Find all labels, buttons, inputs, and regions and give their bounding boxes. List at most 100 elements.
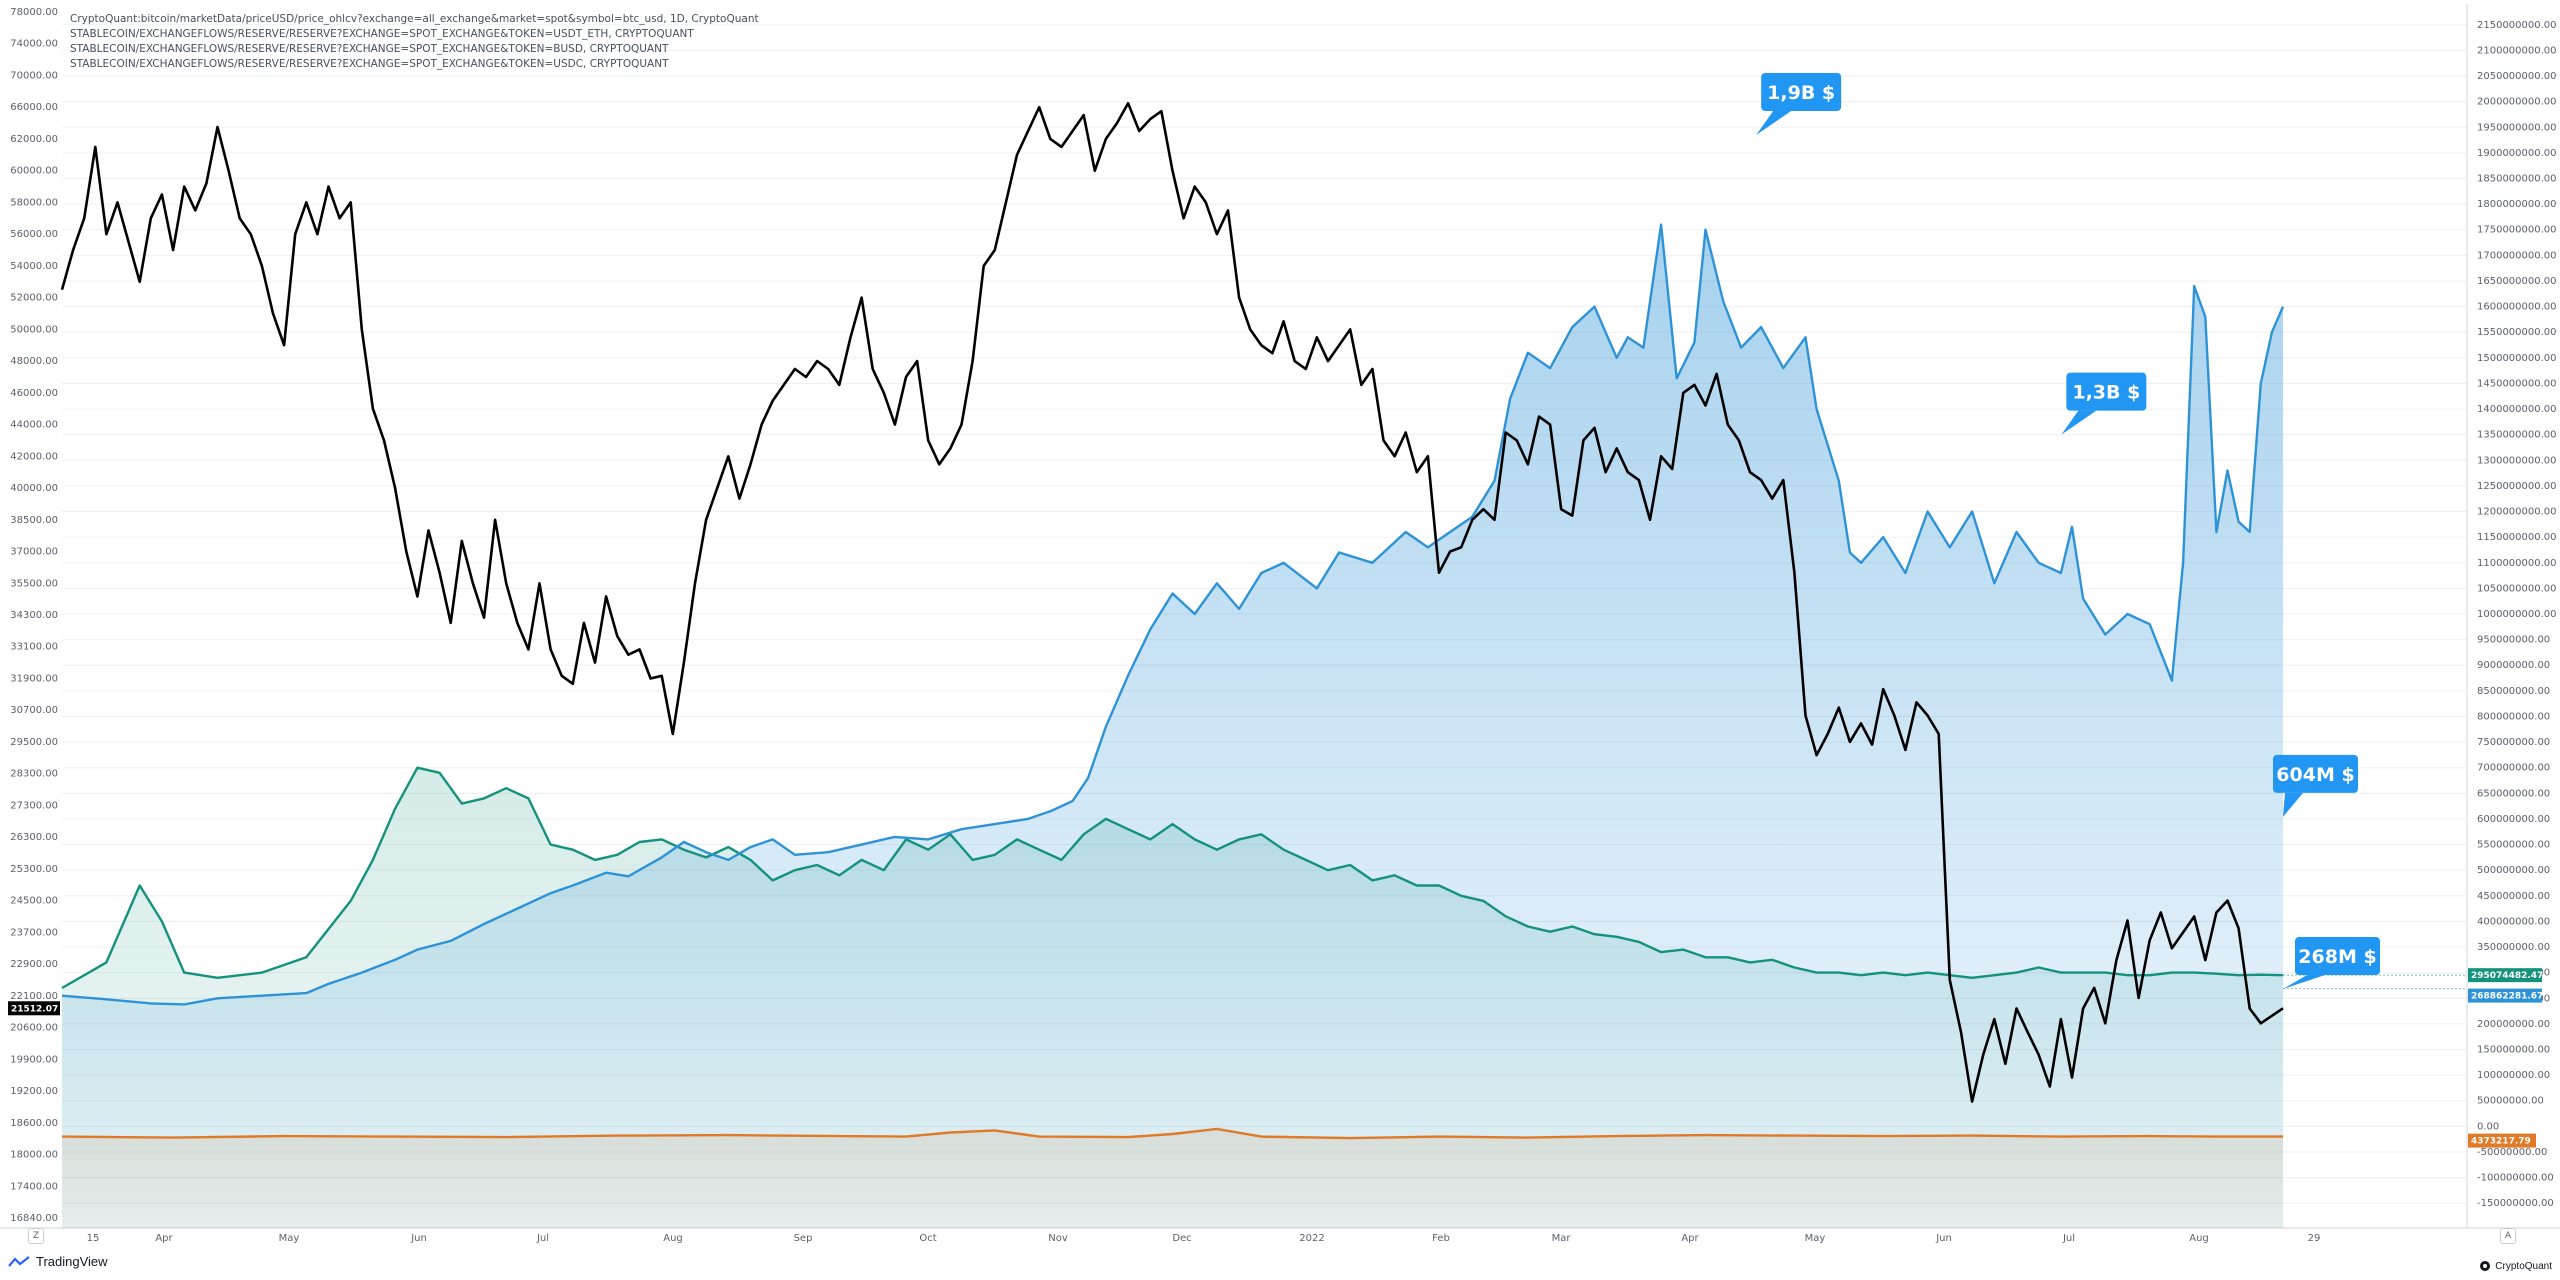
left-tick-label: 31900.00 xyxy=(10,673,58,684)
callout-pointer xyxy=(2061,410,2097,435)
right-tick-label: -100000000.00 xyxy=(2477,1173,2554,1184)
left-tick-label: 25300.00 xyxy=(10,864,58,875)
series-fills xyxy=(62,224,2283,1229)
left-tick-label: 17400.00 xyxy=(10,1181,58,1192)
time-tick-label: Jun xyxy=(1935,1233,1952,1244)
right-tick-label: 0.00 xyxy=(2477,1121,2499,1132)
time-tick-label: Nov xyxy=(1048,1233,1068,1244)
right-tick-label: 400000000.00 xyxy=(2477,916,2550,927)
left-tick-label: 27300.00 xyxy=(10,800,58,811)
btc-last-value-tag: 21512.07 xyxy=(11,1004,58,1014)
legend-busd[interactable]: STABLECOIN/EXCHANGEFLOWS/RESERVE/RESERVE… xyxy=(70,43,669,55)
callout: 1,3B $ xyxy=(2061,372,2147,435)
left-tick-label: 23700.00 xyxy=(10,927,58,938)
left-tick-label: 78000.00 xyxy=(10,7,58,18)
right-tick-label: 2000000000.00 xyxy=(2477,97,2557,108)
callout: 1,9B $ xyxy=(1756,72,1842,135)
time-tick-label: Jul xyxy=(2062,1233,2075,1244)
btc-last-value-tag-bg xyxy=(8,1001,60,1016)
time-tick-label: May xyxy=(1805,1233,1826,1244)
time-tick-label: Jun xyxy=(410,1233,427,1244)
right-tick-label: 2100000000.00 xyxy=(2477,45,2557,56)
right-tick-label: 1800000000.00 xyxy=(2477,199,2557,210)
right-tick-label: 1900000000.00 xyxy=(2477,148,2557,159)
tradingview-label: TradingView xyxy=(36,1254,108,1269)
right-tick-label: 750000000.00 xyxy=(2477,737,2550,748)
right-tick-label: 1000000000.00 xyxy=(2477,609,2557,620)
usdt-last-value-tag-bg xyxy=(2468,988,2542,1003)
left-tick-label: 37000.00 xyxy=(10,547,58,558)
time-tick-label: Apr xyxy=(1681,1233,1699,1244)
right-tick-label: 600000000.00 xyxy=(2477,814,2550,825)
time-tick-label: Mar xyxy=(1552,1233,1572,1244)
right-tick-label: 1950000000.00 xyxy=(2477,122,2557,133)
left-tick-label: 60000.00 xyxy=(10,166,58,177)
right-tick-label: 2150000000.00 xyxy=(2477,20,2557,31)
callout-pointer xyxy=(2283,792,2303,817)
cryptoquant-logo-icon xyxy=(2480,1261,2491,1271)
left-tick-label: 54000.00 xyxy=(10,261,58,272)
left-tick-label: 48000.00 xyxy=(10,356,58,367)
usdt-area xyxy=(62,224,2283,1229)
time-tick-label: Dec xyxy=(1172,1233,1191,1244)
legend-usdt[interactable]: STABLECOIN/EXCHANGEFLOWS/RESERVE/RESERVE… xyxy=(70,28,694,40)
right-tick-label: 1650000000.00 xyxy=(2477,276,2557,287)
time-tick-label: Aug xyxy=(2189,1233,2209,1244)
busd-line xyxy=(61,766,2284,990)
left-price-axis[interactable]: 78000.00 74000.00 70000.00 66000.00 62000.00… xyxy=(10,7,58,1224)
left-tick-label: 19200.00 xyxy=(10,1086,58,1097)
left-tick-label: 22900.00 xyxy=(10,959,58,970)
right-tick-label: 100000000.00 xyxy=(2477,1070,2550,1081)
time-tick-label: May xyxy=(279,1233,300,1244)
right-tick-label: 1350000000.00 xyxy=(2477,430,2557,441)
right-tick-label: 1250000000.00 xyxy=(2477,481,2557,492)
right-tick-label: 1100000000.00 xyxy=(2477,558,2557,569)
left-tick-label: 44000.00 xyxy=(10,420,58,431)
left-tick-label: 42000.00 xyxy=(10,451,58,462)
left-tick-label: 29500.00 xyxy=(10,737,58,748)
time-tick-label: Apr xyxy=(155,1233,173,1244)
left-tick-label: 56000.00 xyxy=(10,229,58,240)
time-tick-label: 2022 xyxy=(1299,1233,1324,1244)
time-tick-label: Sep xyxy=(794,1233,813,1244)
left-tick-label: 16840.00 xyxy=(10,1213,58,1224)
callout: 268M $ xyxy=(2283,937,2380,990)
left-tick-label: 33100.00 xyxy=(10,642,58,653)
auto-scale-button[interactable]: A xyxy=(2500,1228,2516,1244)
left-tick-label: 40000.00 xyxy=(10,483,58,494)
left-tick-label: 22100.00 xyxy=(10,991,58,1002)
callout-box xyxy=(2273,754,2358,793)
right-tick-label: 1700000000.00 xyxy=(2477,250,2557,261)
right-tick-label: 850000000.00 xyxy=(2477,686,2550,697)
left-tick-label: 46000.00 xyxy=(10,388,58,399)
right-tick-label: 1750000000.00 xyxy=(2477,225,2557,236)
cryptoquant-brand: CryptoQuant xyxy=(2479,1260,2552,1272)
usdc-last-value-tag-bg xyxy=(2468,1133,2536,1148)
callouts: 1,9B $ 1,3B $ 604M $ 268M $ xyxy=(1756,72,2380,990)
right-tick-label: 1400000000.00 xyxy=(2477,404,2557,415)
right-tick-label: 550000000.00 xyxy=(2477,840,2550,851)
right-tick-label: 1050000000.00 xyxy=(2477,583,2557,594)
left-tick-label: 62000.00 xyxy=(10,134,58,145)
timezone-button[interactable]: Z xyxy=(28,1228,44,1244)
right-value-axis[interactable]: 2150000000.00 2100000000.00 2050000000.00 2… xyxy=(2477,20,2557,1209)
right-tick-label: 1550000000.00 xyxy=(2477,327,2557,338)
right-tick-label: 1600000000.00 xyxy=(2477,302,2557,313)
legend-usdc[interactable]: STABLECOIN/EXCHANGEFLOWS/RESERVE/RESERVE… xyxy=(70,58,669,70)
time-axis[interactable]: 15 Apr May Jun Jul Aug Sep Oct Nov Dec 2022 Feb Mar A… xyxy=(87,1233,2321,1244)
callout-pointer xyxy=(2283,975,2325,990)
busd-last-value-tag-bg xyxy=(2468,968,2542,983)
time-tick-label: 29 xyxy=(2308,1233,2321,1244)
right-tick-label: 1850000000.00 xyxy=(2477,174,2557,185)
left-tick-label: 52000.00 xyxy=(10,293,58,304)
legend-btc[interactable]: CryptoQuant:bitcoin/marketData/priceUSD/… xyxy=(70,13,759,25)
right-tick-label: 1150000000.00 xyxy=(2477,532,2557,543)
right-tick-label: -150000000.00 xyxy=(2477,1198,2554,1209)
tradingview-logo-icon xyxy=(8,1255,30,1267)
callout-label: 604M $ xyxy=(2276,764,2354,786)
callout-label: 1,9B $ xyxy=(1767,82,1835,104)
callout-box xyxy=(2066,372,2147,411)
tradingview-brand[interactable]: TradingView xyxy=(8,1254,108,1269)
left-tick-label: 50000.00 xyxy=(10,324,58,335)
